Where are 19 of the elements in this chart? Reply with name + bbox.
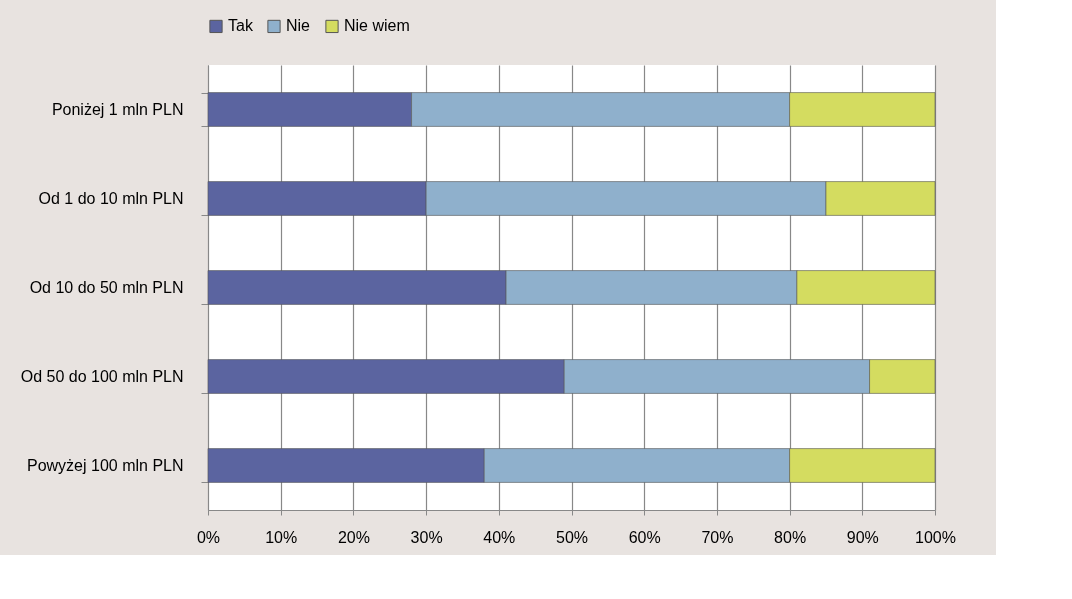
legend-label: Nie wiem xyxy=(344,17,410,35)
x-tick-label: 20% xyxy=(337,528,370,546)
x-tick-label: 80% xyxy=(774,528,807,546)
x-tick-label: 90% xyxy=(846,528,879,546)
x-tick-label: 70% xyxy=(701,528,734,546)
legend-label: Tak xyxy=(228,17,254,35)
x-tick-label: 30% xyxy=(410,528,443,546)
x-tick-label: 60% xyxy=(628,528,661,546)
x-tick-label: 10% xyxy=(265,528,298,546)
y-tick-label: Powyżej 100 mln PLN xyxy=(26,457,184,474)
y-tick-label: Od 10 do 50 mln PLN xyxy=(29,279,184,296)
x-tick-label: 40% xyxy=(483,528,516,546)
y-tick-label: Od 1 do 10 mln PLN xyxy=(38,190,184,207)
x-tick-label: 100% xyxy=(915,528,956,546)
y-tick-label: Poniżej 1 mln PLN xyxy=(51,101,184,118)
x-tick-label: 0% xyxy=(196,528,221,546)
x-tick-label: 50% xyxy=(555,528,589,546)
y-tick-label: Od 50 do 100 mln PLN xyxy=(20,368,184,385)
legend-label: Nie xyxy=(286,17,311,35)
